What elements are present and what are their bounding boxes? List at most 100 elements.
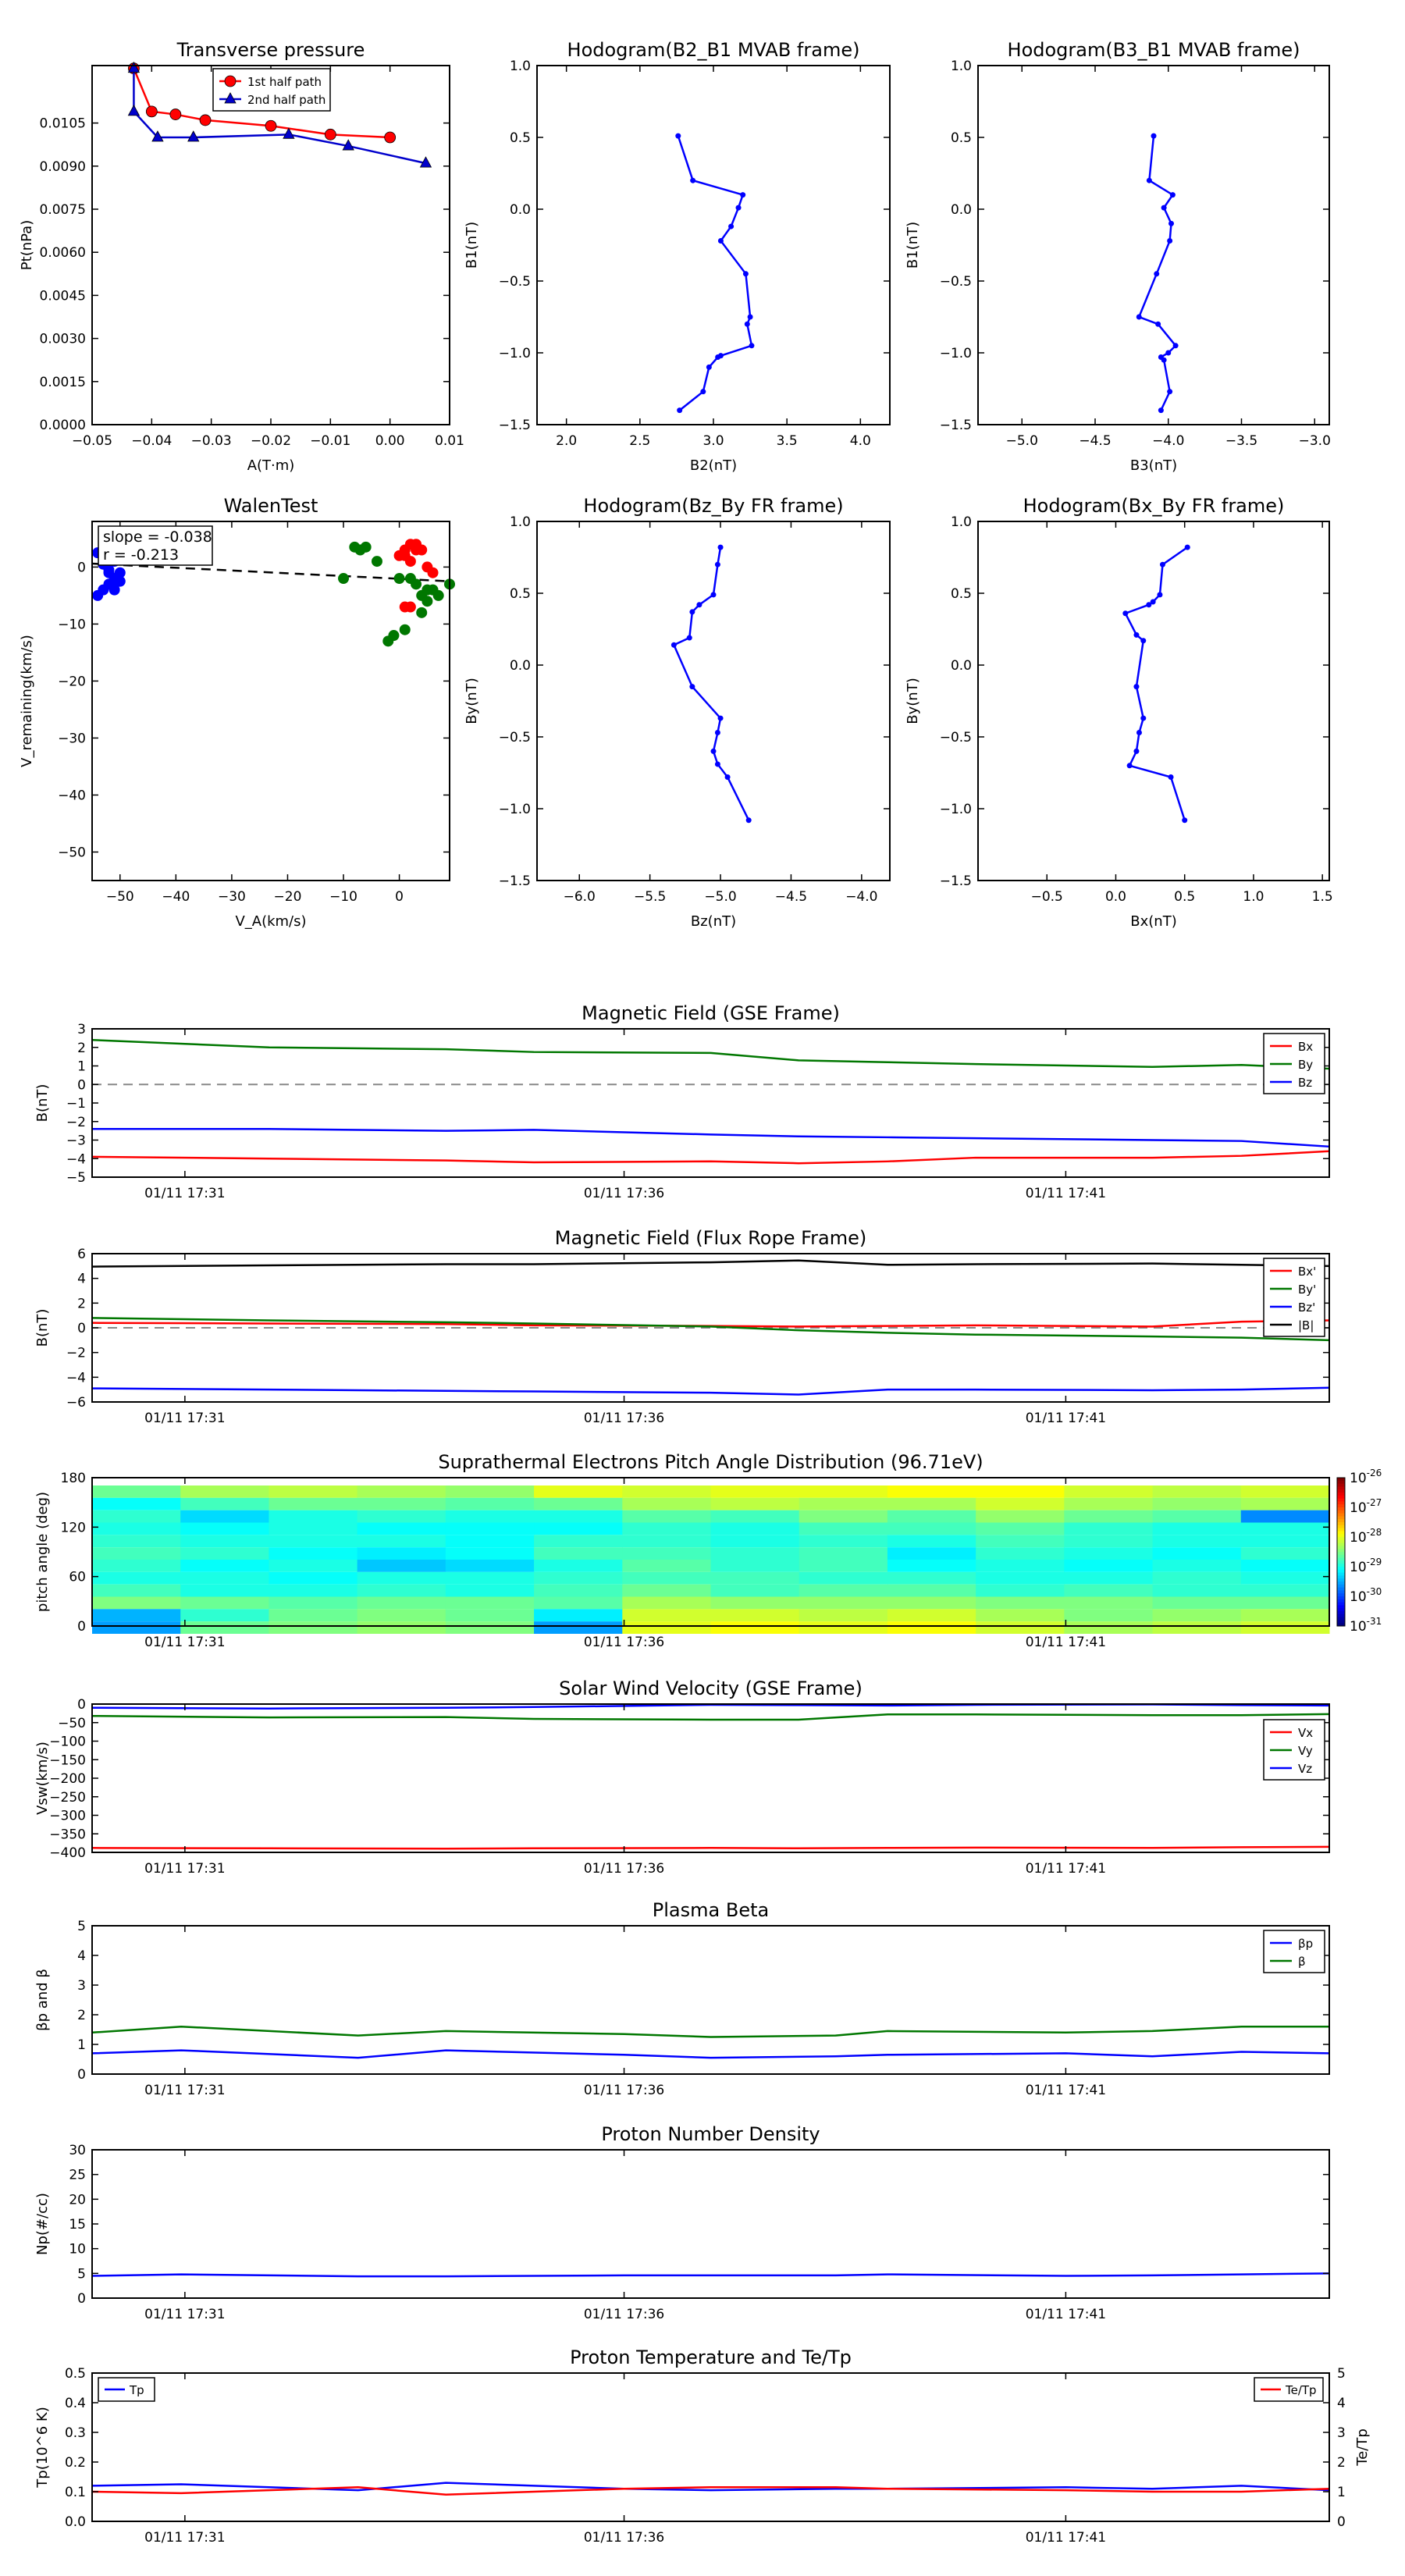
legend-label: |B| <box>1298 1318 1314 1332</box>
chart-title: Magnetic Field (Flux Rope Frame) <box>555 1227 866 1249</box>
y-tick-label: −250 <box>49 1790 86 1806</box>
heatmap-cell <box>799 1497 888 1510</box>
heatmap-cell <box>799 1547 888 1560</box>
colorbar-segment <box>1337 1498 1345 1502</box>
x-tick-label: 2.5 <box>629 433 650 449</box>
heatmap-cell <box>1152 1497 1242 1510</box>
y-tick-label: 5 <box>77 2266 86 2282</box>
chart-title: Transverse pressure <box>176 39 365 61</box>
heatmap-cell <box>799 1560 888 1572</box>
heatmap-cell <box>92 1584 181 1597</box>
axes-frame <box>536 65 891 425</box>
y-tick-label: −1.0 <box>940 802 972 817</box>
series-line <box>91 1150 1330 1165</box>
data-point <box>745 817 752 824</box>
heatmap-cell <box>710 1560 800 1572</box>
data-point <box>675 133 681 139</box>
heatmap-cell <box>1240 1560 1330 1572</box>
heatmap-cell <box>622 1535 711 1548</box>
heatmap-cell <box>445 1621 535 1634</box>
y-tick-label: 0.5 <box>510 130 531 146</box>
y-axis-label: B(nT) <box>34 1084 51 1123</box>
heatmap-cell <box>534 1571 623 1585</box>
x-tick-label: 01/11 17:31 <box>144 1635 225 1650</box>
data-point <box>700 389 706 395</box>
heatmap-cell <box>180 1571 269 1585</box>
data-point <box>1182 817 1188 824</box>
colorbar-segment <box>1337 1542 1345 1546</box>
heatmap-cell <box>976 1571 1065 1585</box>
heatmap-cell <box>357 1497 446 1510</box>
data-point <box>92 589 104 601</box>
colorbar-segment <box>1337 1531 1345 1535</box>
heatmap-cell <box>887 1535 976 1548</box>
y-tick-label: 120 <box>61 1520 86 1535</box>
colorbar-segment <box>1337 1582 1345 1585</box>
y-tick-label: 6 <box>77 1247 86 1262</box>
data-point <box>742 271 749 277</box>
y-tick-label: 1.0 <box>951 59 972 74</box>
y-tick-label: 0 <box>77 1619 86 1635</box>
heatmap-cell <box>1064 1560 1154 1572</box>
y-tick-label: −400 <box>49 1845 86 1861</box>
heatmap-cell <box>445 1510 535 1523</box>
data-point <box>127 105 140 116</box>
series-line <box>91 2272 1330 2278</box>
heatmap-cell <box>92 1547 181 1560</box>
heatmap-cell <box>710 1584 800 1597</box>
data-point <box>371 556 382 568</box>
heatmap-cell <box>269 1485 358 1498</box>
panel-walen-test: WalenTest −50 −40 −30 −20 −10 0 −50 −40 −30 −20 −10… <box>19 495 455 930</box>
data-point <box>419 156 432 168</box>
heatmap-cell <box>1064 1510 1154 1523</box>
data-point <box>103 564 115 576</box>
x-tick-label: 1.0 <box>1243 889 1264 905</box>
panel-pitch-angle: Suprathermal Electrons Pitch Angle Distr… <box>34 1451 1382 1650</box>
heatmap-cell <box>887 1571 976 1585</box>
annotation-r: r = -0.213 <box>103 546 179 564</box>
axes-frame <box>91 1028 1330 1178</box>
legend-label: Tp <box>129 2383 144 2397</box>
x-tick-label: 0.5 <box>1174 889 1195 905</box>
y-tick-label: 0.0000 <box>40 418 86 433</box>
legend-label: By' <box>1298 1283 1316 1297</box>
colorbar-segment <box>1337 1620 1345 1624</box>
data-point <box>422 596 433 607</box>
series-line <box>91 1386 1330 1396</box>
heatmap-cell <box>445 1535 535 1548</box>
series-line <box>91 1259 1330 1268</box>
data-point <box>1168 220 1174 226</box>
y-axis-label: Pt(nPa) <box>19 220 35 270</box>
heatmap-cell <box>269 1497 358 1510</box>
y-tick-label: 10 <box>69 2242 86 2258</box>
colorbar-segment <box>1337 1552 1345 1556</box>
y-tick-label: −100 <box>49 1735 86 1750</box>
data-point <box>714 561 720 568</box>
x-tick-label: 3.5 <box>777 433 798 449</box>
x-tick-label: 01/11 17:36 <box>584 1186 664 1201</box>
heatmap-cell <box>887 1560 976 1572</box>
heatmap-cell <box>710 1522 800 1535</box>
y-tick-label: 1.0 <box>510 514 531 530</box>
heatmap-cell <box>622 1584 711 1597</box>
colorbar-segment <box>1337 1614 1345 1618</box>
data-point <box>715 354 721 361</box>
colorbar-segment <box>1337 1611 1345 1615</box>
heatmap-cell <box>799 1485 888 1498</box>
colorbar-segment <box>1337 1489 1345 1493</box>
data-point <box>265 119 277 132</box>
data-point <box>1165 350 1172 356</box>
heatmap-cell <box>622 1571 711 1585</box>
legend-box <box>212 68 331 112</box>
y-tick-label: 0.0060 <box>40 245 86 261</box>
heatmap-cell <box>1152 1547 1242 1560</box>
y-tick-label: 0 <box>77 1077 86 1093</box>
heatmap-cell <box>1152 1596 1242 1610</box>
legend-label: β <box>1298 1955 1306 1969</box>
x-tick-label: −5.5 <box>634 889 666 905</box>
y-tick-label: 0.0105 <box>40 116 86 132</box>
legend-label: Vx <box>1298 1726 1313 1740</box>
panel-hodogram-bz-by: Hodogram(Bz_By FR frame) −1.5 −1.0 −0.5 0.0 0… <box>464 495 891 930</box>
y-tick-label: 4 <box>77 1272 86 1287</box>
